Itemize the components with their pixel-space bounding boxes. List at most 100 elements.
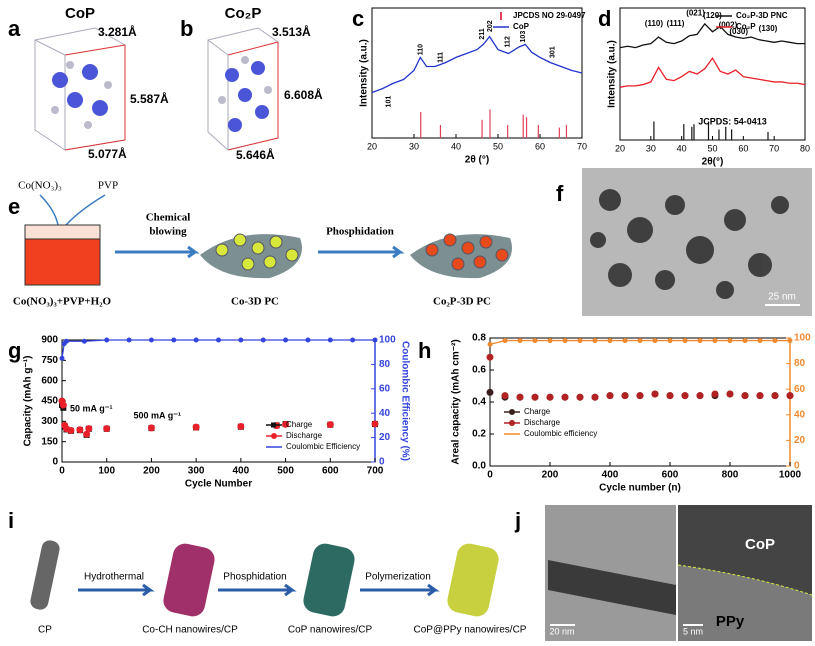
nanoparticle (724, 209, 746, 231)
data-point (171, 337, 177, 343)
panel-title: CoP (65, 5, 95, 22)
data-point (561, 393, 569, 401)
plot-frame (489, 337, 791, 467)
y-tick-label: 300 (41, 416, 58, 427)
nanowire (548, 560, 676, 615)
cell-edge (64, 139, 126, 151)
x-tick-label: 50 (707, 143, 717, 153)
x-tick-label: 40 (451, 141, 461, 151)
y2-tick-label: 100 (794, 333, 811, 344)
data-point (682, 338, 688, 344)
data-point (516, 393, 524, 401)
x-tick-label: 100 (98, 466, 115, 477)
x-tick-label: 600 (662, 470, 679, 481)
data-point (756, 392, 764, 400)
y-tick-label: 0.8 (472, 333, 486, 344)
y2-tick-label: 0 (794, 461, 800, 472)
product-label: Co₂P-3D PC (433, 296, 491, 308)
particle (215, 243, 229, 257)
data-point (305, 337, 311, 343)
y-tick-label: 150 (41, 436, 58, 447)
nanoparticle (665, 195, 685, 215)
y2-tick-label: 40 (794, 409, 806, 420)
annotation: (030) (729, 27, 748, 36)
panel-label: f (556, 181, 564, 206)
x-tick-label: 600 (322, 466, 339, 477)
legend-label: CoP (513, 22, 530, 31)
step-label: Phosphidation (223, 572, 286, 583)
annotation: 202 (487, 20, 494, 32)
data-point (651, 390, 659, 398)
x-tick-label: 80 (800, 143, 810, 153)
legend-label: Charge (286, 420, 313, 429)
y-tick-label: 0.0 (472, 461, 486, 472)
y2-tick-label: 20 (379, 432, 391, 443)
x-tick-label: 800 (722, 470, 739, 481)
data-point (741, 392, 749, 400)
dimension: 3.513Å (272, 24, 311, 39)
data-point (237, 422, 245, 430)
atom (82, 64, 98, 80)
data-point (726, 390, 734, 398)
x-tick-label: 20 (615, 143, 625, 153)
data-point (577, 338, 583, 344)
data-point (621, 392, 629, 400)
nanoparticle (748, 253, 772, 277)
crystal-cell (207, 27, 279, 151)
data-point (486, 388, 494, 396)
cell-edge (34, 39, 66, 56)
data-point (771, 392, 779, 400)
data-point (486, 353, 494, 361)
particle (495, 248, 509, 262)
y2-tick-label: 0 (379, 457, 385, 468)
x-tick-label: 60 (738, 143, 748, 153)
annotation: (120) (703, 11, 722, 20)
y-tick-label: 900 (41, 335, 58, 346)
data-point (652, 338, 658, 344)
annotation: 103 (520, 31, 527, 43)
particle (443, 233, 457, 247)
series-line (61, 339, 375, 359)
annotation: 101 (386, 96, 393, 108)
scale-label: 20 nm (549, 626, 574, 636)
legend-marker (271, 433, 277, 439)
legend-label: Discharge (524, 418, 561, 427)
panel-title: Co₂P (225, 5, 262, 22)
x-tick-label: 300 (188, 466, 205, 477)
y2-tick-label: 100 (379, 335, 396, 346)
annotation: (110) (645, 19, 664, 28)
annotation: 211 (479, 28, 486, 39)
data-point (636, 392, 644, 400)
data-point (546, 393, 554, 401)
data-point (67, 427, 75, 435)
panel-label: e (8, 194, 20, 219)
x-tick-label: 200 (542, 470, 559, 481)
cop-region (678, 505, 812, 595)
y2-axis-label: Coulombic Efficiency (%) (399, 341, 410, 461)
particle (425, 243, 439, 257)
data-point (681, 392, 689, 400)
atoms (51, 61, 112, 129)
arrow (115, 245, 200, 259)
data-point (260, 337, 266, 343)
data-point (666, 392, 674, 400)
data-point (371, 420, 379, 428)
particle (233, 233, 247, 247)
data-point (216, 337, 221, 343)
dimension: 6.608Å (284, 87, 323, 102)
data-point (697, 338, 703, 344)
series-line (619, 56, 806, 88)
carbon-paper (30, 540, 60, 610)
scale-label: 5 nm (683, 626, 703, 636)
region-label: PPy (716, 613, 745, 630)
data-point (531, 393, 539, 401)
arrow (318, 245, 405, 259)
data-point (591, 393, 599, 401)
arrow (218, 583, 297, 597)
data-point (104, 337, 110, 343)
data-point (786, 392, 794, 400)
legend-marker (271, 422, 276, 428)
data-point (517, 338, 523, 344)
legend-label: Co₂P-3D PNC (736, 11, 788, 20)
